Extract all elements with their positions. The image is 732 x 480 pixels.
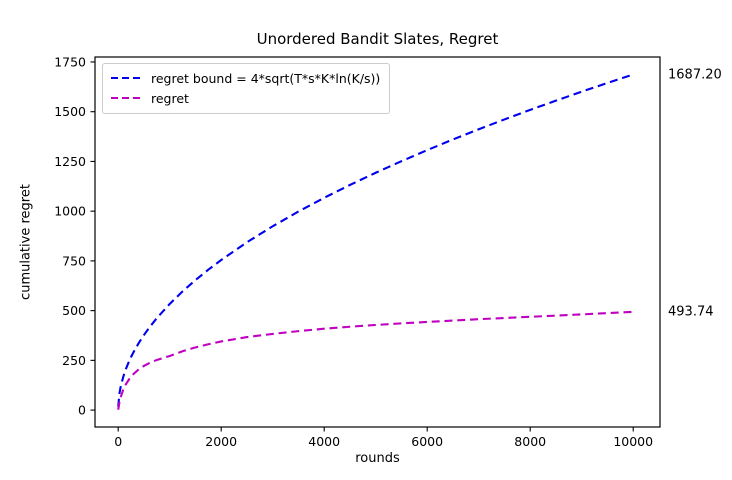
dashed-line-sample-icon bbox=[111, 96, 142, 100]
legend-item-regret-bound: regret bound = 4*sqrt(T*s*K*ln(K/s)) bbox=[110, 68, 380, 88]
y-tick-label: 250 bbox=[62, 353, 86, 368]
y-tick-label: 500 bbox=[62, 303, 86, 318]
y-tick-label: 1000 bbox=[54, 204, 86, 219]
y-tick-label: 1250 bbox=[54, 154, 86, 169]
x-tick-label: 2000 bbox=[205, 434, 237, 449]
x-tick-label: 10000 bbox=[613, 434, 653, 449]
series-lines bbox=[117, 73, 634, 410]
legend-item-regret: regret bbox=[110, 88, 380, 108]
end-value-annotation-bound: 1687.20 bbox=[668, 67, 722, 82]
x-tick-label: 0 bbox=[114, 434, 122, 449]
legend: regret bound = 4*sqrt(T*s*K*ln(K/s)) reg… bbox=[102, 63, 391, 114]
end-value-annotation-regret: 493.74 bbox=[668, 304, 714, 320]
chart-title: Unordered Bandit Slates, Regret bbox=[256, 30, 499, 48]
x-tick-label: 4000 bbox=[308, 434, 340, 449]
legend-label-regret-bound: regret bound = 4*sqrt(T*s*K*ln(K/s)) bbox=[151, 70, 381, 86]
y-axis-ticks: 0 250 500 750 1000 1250 1500 1750 bbox=[54, 54, 95, 418]
y-tick-label: 1500 bbox=[54, 104, 86, 119]
series-line-regret-bound bbox=[117, 73, 634, 407]
dashed-line-sample-icon bbox=[111, 76, 142, 80]
series-line-regret bbox=[117, 310, 634, 410]
legend-label-regret: regret bbox=[151, 90, 189, 106]
plot-border bbox=[94, 56, 661, 428]
y-tick-label: 750 bbox=[62, 253, 86, 268]
x-tick-label: 8000 bbox=[514, 434, 546, 449]
x-tick-label: 6000 bbox=[411, 434, 443, 449]
y-axis-label: cumulative regret bbox=[18, 184, 34, 300]
x-axis-ticks: 0 2000 4000 6000 8000 10000 bbox=[114, 427, 653, 449]
x-axis-label: rounds bbox=[355, 451, 400, 466]
y-tick-label: 1750 bbox=[54, 54, 86, 69]
y-tick-label: 0 bbox=[78, 403, 86, 418]
